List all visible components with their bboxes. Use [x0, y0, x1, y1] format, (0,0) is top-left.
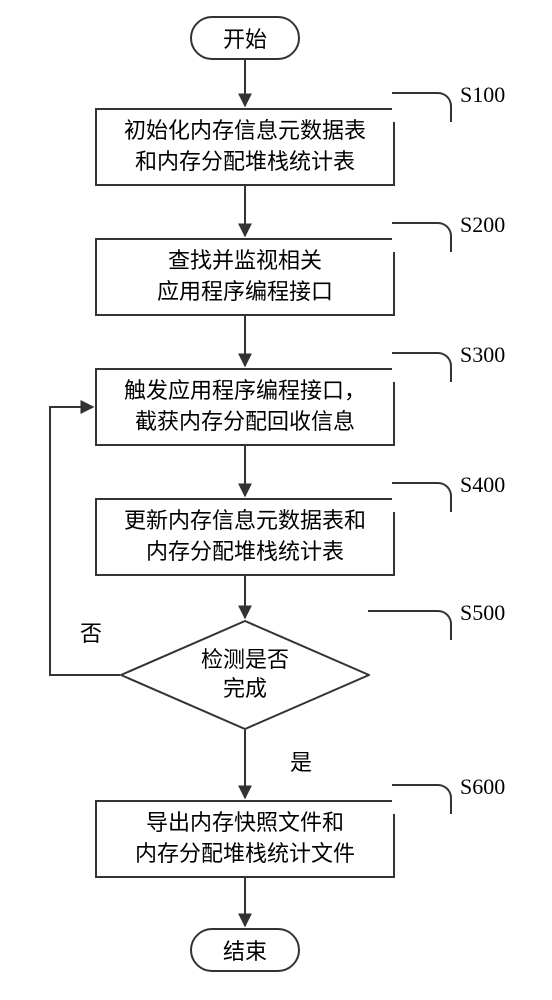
step-s500: 检测是否完成 [120, 620, 370, 730]
label-s300: S300 [460, 342, 505, 368]
label-connector [392, 92, 452, 122]
label-connector [392, 352, 452, 382]
end-node: 结束 [190, 928, 300, 972]
label-s500: S500 [460, 600, 505, 626]
step-s100-text: 初始化内存信息元数据表和内存分配堆栈统计表 [124, 116, 366, 178]
edge-label-yes: 是 [290, 745, 312, 777]
label-s400: S400 [460, 472, 505, 498]
label-connector [392, 222, 452, 252]
end-text: 结束 [223, 934, 267, 966]
step-s600: 导出内存快照文件和内存分配堆栈统计文件 [95, 800, 395, 878]
step-s400: 更新内存信息元数据表和内存分配堆栈统计表 [95, 498, 395, 576]
step-s200-text: 查找并监视相关应用程序编程接口 [157, 246, 333, 308]
step-s600-text: 导出内存快照文件和内存分配堆栈统计文件 [135, 808, 355, 870]
label-s100: S100 [460, 82, 505, 108]
label-s200: S200 [460, 212, 505, 238]
step-s200: 查找并监视相关应用程序编程接口 [95, 238, 395, 316]
step-s100: 初始化内存信息元数据表和内存分配堆栈统计表 [95, 108, 395, 186]
step-s300-text: 触发应用程序编程接口，截获内存分配回收信息 [124, 376, 366, 438]
step-s300: 触发应用程序编程接口，截获内存分配回收信息 [95, 368, 395, 446]
label-connector [392, 784, 452, 814]
label-connector [368, 610, 452, 640]
start-text: 开始 [223, 22, 267, 54]
edge-label-no: 否 [80, 616, 102, 648]
step-s500-text: 检测是否完成 [201, 646, 289, 703]
start-node: 开始 [190, 16, 300, 60]
label-connector [392, 482, 452, 512]
step-s400-text: 更新内存信息元数据表和内存分配堆栈统计表 [124, 506, 366, 568]
label-s600: S600 [460, 774, 505, 800]
